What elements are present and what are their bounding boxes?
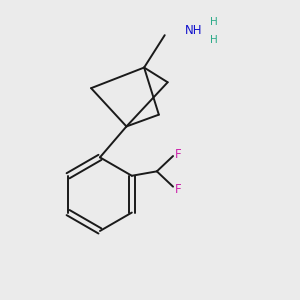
Text: H: H: [210, 34, 218, 45]
Text: F: F: [175, 148, 181, 161]
Text: NH: NH: [185, 24, 203, 37]
Text: F: F: [175, 183, 181, 196]
Text: H: H: [210, 17, 218, 27]
